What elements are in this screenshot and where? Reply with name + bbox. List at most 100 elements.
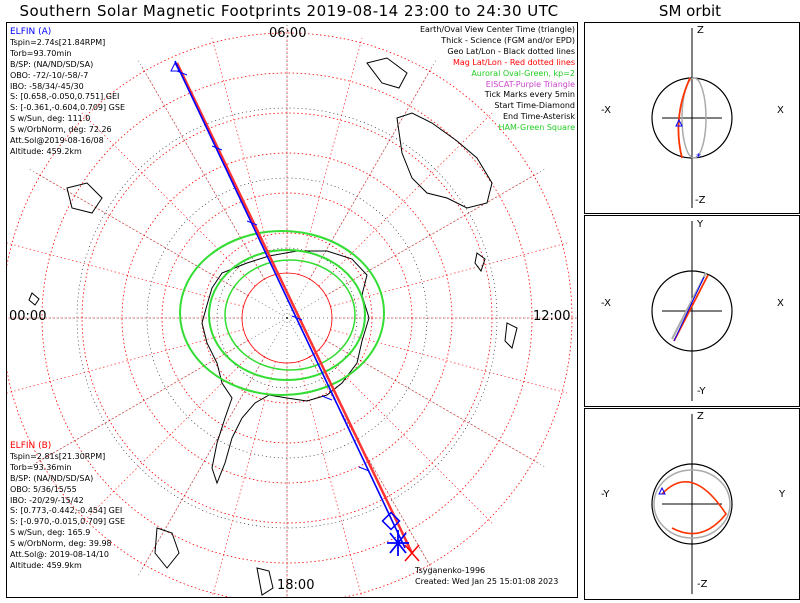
- orbit2-left: -X: [601, 298, 611, 309]
- mag-lon-line: [35, 172, 249, 296]
- start-triangle: [675, 118, 683, 127]
- legend-item: EISCAT-Purple Triangle: [485, 79, 575, 89]
- auroral-oval-mid: [224, 259, 356, 371]
- coastline: [366, 57, 408, 89]
- elfin-b-name: ELFIN (B): [10, 441, 52, 451]
- legend-item: End Time-Asterisk: [502, 112, 575, 122]
- mag-lon-line: [325, 172, 539, 296]
- elfin-b-lines: Tspin=2.81s[21.30RPM] Torb=93.36min B/SP: …: [10, 452, 125, 572]
- legend-item: Geo Lat/Lon - Black dotted lines: [447, 46, 575, 56]
- mag-lon-line: [330, 329, 568, 394]
- elfin-a-track: [174, 60, 406, 549]
- elfin-b-line: Att.Sol@: 2019-08-14/10: [10, 550, 109, 560]
- orbit-panel-yz: Z -Z -Y Y: [584, 408, 800, 600]
- satellite-tracks: [170, 60, 420, 562]
- elfin-a-tick: [211, 145, 223, 151]
- mag-lon-line: [318, 112, 493, 287]
- elfin-b-line: S w/Sun, deg: 165.9: [10, 528, 91, 538]
- elfin-a-line: S: [0.658,-0.050,0.751] GEI: [10, 92, 120, 102]
- orbit-a: [681, 77, 707, 159]
- mlt-label-bottom: 18:00: [277, 578, 315, 593]
- legend-item: HAM-Green Square: [498, 123, 575, 133]
- earth-circle: [651, 463, 733, 545]
- elfin-a-line: Torb=93.70min: [10, 48, 72, 58]
- elfin-a-line: Altitude: 459.2km: [10, 146, 82, 156]
- mlt-label-right: 12:00: [533, 309, 571, 324]
- coastline: [396, 112, 493, 209]
- orbit1-top: Z: [697, 25, 704, 36]
- coastline: [256, 567, 274, 596]
- elfin-a-info: ELFIN (A) Tspin=2.74s[21.84RPM] Torb=93.7…: [10, 27, 125, 158]
- coastline: [504, 322, 518, 349]
- mag-lon-line: [298, 37, 363, 275]
- orbit1-left: -X: [601, 105, 611, 116]
- start-triangle: [658, 486, 666, 495]
- created-timestamp: Created: Wed Jan 25 15:01:08 2023: [415, 577, 559, 586]
- elfin-b-line: IBO: -20/29/-15/42: [10, 495, 84, 505]
- mag-lon-line: [318, 349, 493, 524]
- orbit-a: [653, 469, 731, 539]
- elfin-a-line: B/SP: (NA/ND/SD/SA): [10, 59, 94, 69]
- elfin-a-line: S: [-0.361,-0.604,0.709] GSE: [10, 103, 125, 113]
- elfin-b-line: S w/OrbNorm, deg: 39.98: [10, 539, 112, 549]
- elfin-a-line: Tspin=2.74s[21.84RPM]: [10, 37, 106, 47]
- elfin-a-lines: Tspin=2.74s[21.84RPM] Torb=93.70min B/SP: …: [10, 38, 125, 158]
- legend-item: Mag Lat/Lon - Red dotted lines: [452, 57, 575, 67]
- polar-chart: [7, 23, 577, 597]
- coastline: [28, 292, 40, 306]
- end-asterisk: [387, 530, 409, 556]
- view-center-triangle: [170, 61, 180, 72]
- elfin-a-line: Att.Sol@2019-08-16/08: [10, 136, 104, 146]
- mag-lon-line: [211, 361, 276, 597]
- end-marker: *: [696, 152, 701, 163]
- elfin-b-line: Torb=93.36min: [10, 462, 72, 472]
- elfin-a-tick: [246, 220, 258, 226]
- elfin-b-line: S: [-0.970,-0.015,0.709] GSE: [10, 517, 125, 527]
- coastline: [474, 252, 486, 273]
- coastlines: [28, 57, 518, 596]
- legend-item: Tick Marks every 5min: [484, 90, 575, 100]
- auroral-oval-outer: [179, 230, 385, 396]
- elfin-a-line: S w/Sun, deg: 111.0: [10, 114, 91, 124]
- footprint-plot: 06:00 00:00 12:00 18:00 Earth/Oval View …: [6, 22, 578, 598]
- elfin-a-line: IBO: -58/34/-45/30: [10, 81, 84, 91]
- mag-lon-line: [141, 66, 265, 280]
- start-diamond: [381, 511, 401, 531]
- orbit3-right: Y: [779, 489, 786, 500]
- mag-lon-line: [35, 340, 249, 464]
- earth-circle: [651, 270, 733, 352]
- mlt-label-top: 06:00: [269, 26, 307, 41]
- orbit-a-blue: [673, 276, 705, 342]
- page-title: Southern Solar Magnetic Footprints 2019-…: [19, 2, 559, 20]
- elfin-a-name: ELFIN (A): [10, 27, 52, 37]
- mag-lon-line: [298, 361, 363, 597]
- mag-lon-line: [309, 66, 433, 280]
- coastline: [154, 527, 180, 569]
- orbit3-top: Z: [697, 411, 704, 422]
- orbit1-right: X: [777, 105, 784, 116]
- mag-lon-line: [325, 340, 539, 464]
- auroral-oval: [179, 230, 385, 396]
- coastline: [201, 250, 370, 485]
- orbit-b: [661, 481, 727, 535]
- elfin-b-line: B/SP: (NA/ND/SD/SA): [10, 473, 94, 483]
- coastline: [66, 182, 103, 214]
- elfin-b-line: Altitude: 459.9km: [10, 560, 82, 570]
- mag-lon-line: [309, 356, 433, 570]
- orbit1-bottom: -Z: [695, 195, 706, 206]
- elfin-a-tick: [358, 466, 370, 472]
- elfin-a-tick: [321, 395, 333, 401]
- mag-grid: [7, 28, 577, 597]
- orbit-xz-chart: *: [651, 28, 733, 208]
- orbit-panel-xz: * Z -Z -X X: [584, 22, 800, 214]
- elfin-b-line: S: [0.773,-0.442,-0.454] GEI: [10, 506, 123, 516]
- auroral-oval-inner: [208, 249, 366, 381]
- mag-lon-line: [330, 242, 568, 307]
- elfin-a-tick: [291, 315, 303, 321]
- orbit3-left: -Y: [601, 489, 610, 500]
- credit: Tsyganenko-1996: [415, 566, 486, 575]
- mag-lon-line: [141, 356, 265, 570]
- orbit-xy-chart: [651, 221, 733, 401]
- orbit-panel-xy: Y -Y -X X: [584, 215, 800, 407]
- mag-lon-line: [7, 329, 244, 394]
